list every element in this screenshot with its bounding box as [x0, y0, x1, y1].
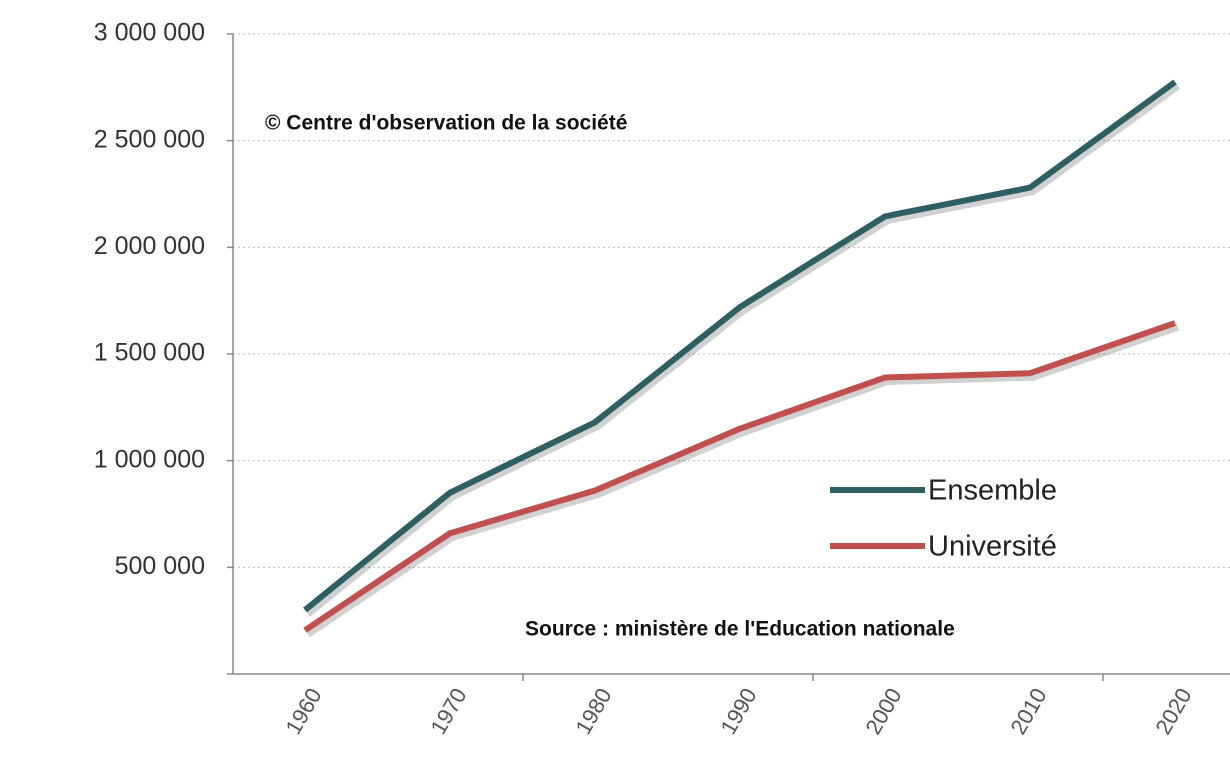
x-tick-label: 2010 — [1005, 684, 1051, 739]
series-line — [303, 320, 1176, 633]
y-tick-label: 1 000 000 — [94, 445, 205, 473]
legend-label: Ensemble — [928, 475, 1057, 507]
x-tick-label: 1990 — [715, 684, 761, 739]
x-tick-label: 2020 — [1150, 684, 1196, 739]
y-tick-label: 1 500 000 — [94, 339, 205, 367]
legend-label: Université — [928, 531, 1057, 563]
x-tick-label: 1980 — [570, 684, 616, 739]
y-tick-label: 3 000 000 — [94, 19, 205, 47]
annotation: © Centre d'observation de la société — [265, 112, 627, 135]
line-shadow — [306, 323, 1180, 638]
y-tick-label: 500 000 — [115, 552, 205, 580]
series-line — [303, 79, 1177, 613]
annotation: Source : ministère de l'Education nation… — [525, 618, 955, 641]
x-tick-label: 1960 — [280, 684, 326, 739]
x-tick-label: 2000 — [860, 684, 906, 739]
line-shadow — [305, 83, 1181, 617]
y-tick-label: 2 000 000 — [94, 232, 205, 260]
x-tick-label: 1970 — [425, 684, 471, 739]
y-tick-label: 2 500 000 — [94, 125, 205, 153]
